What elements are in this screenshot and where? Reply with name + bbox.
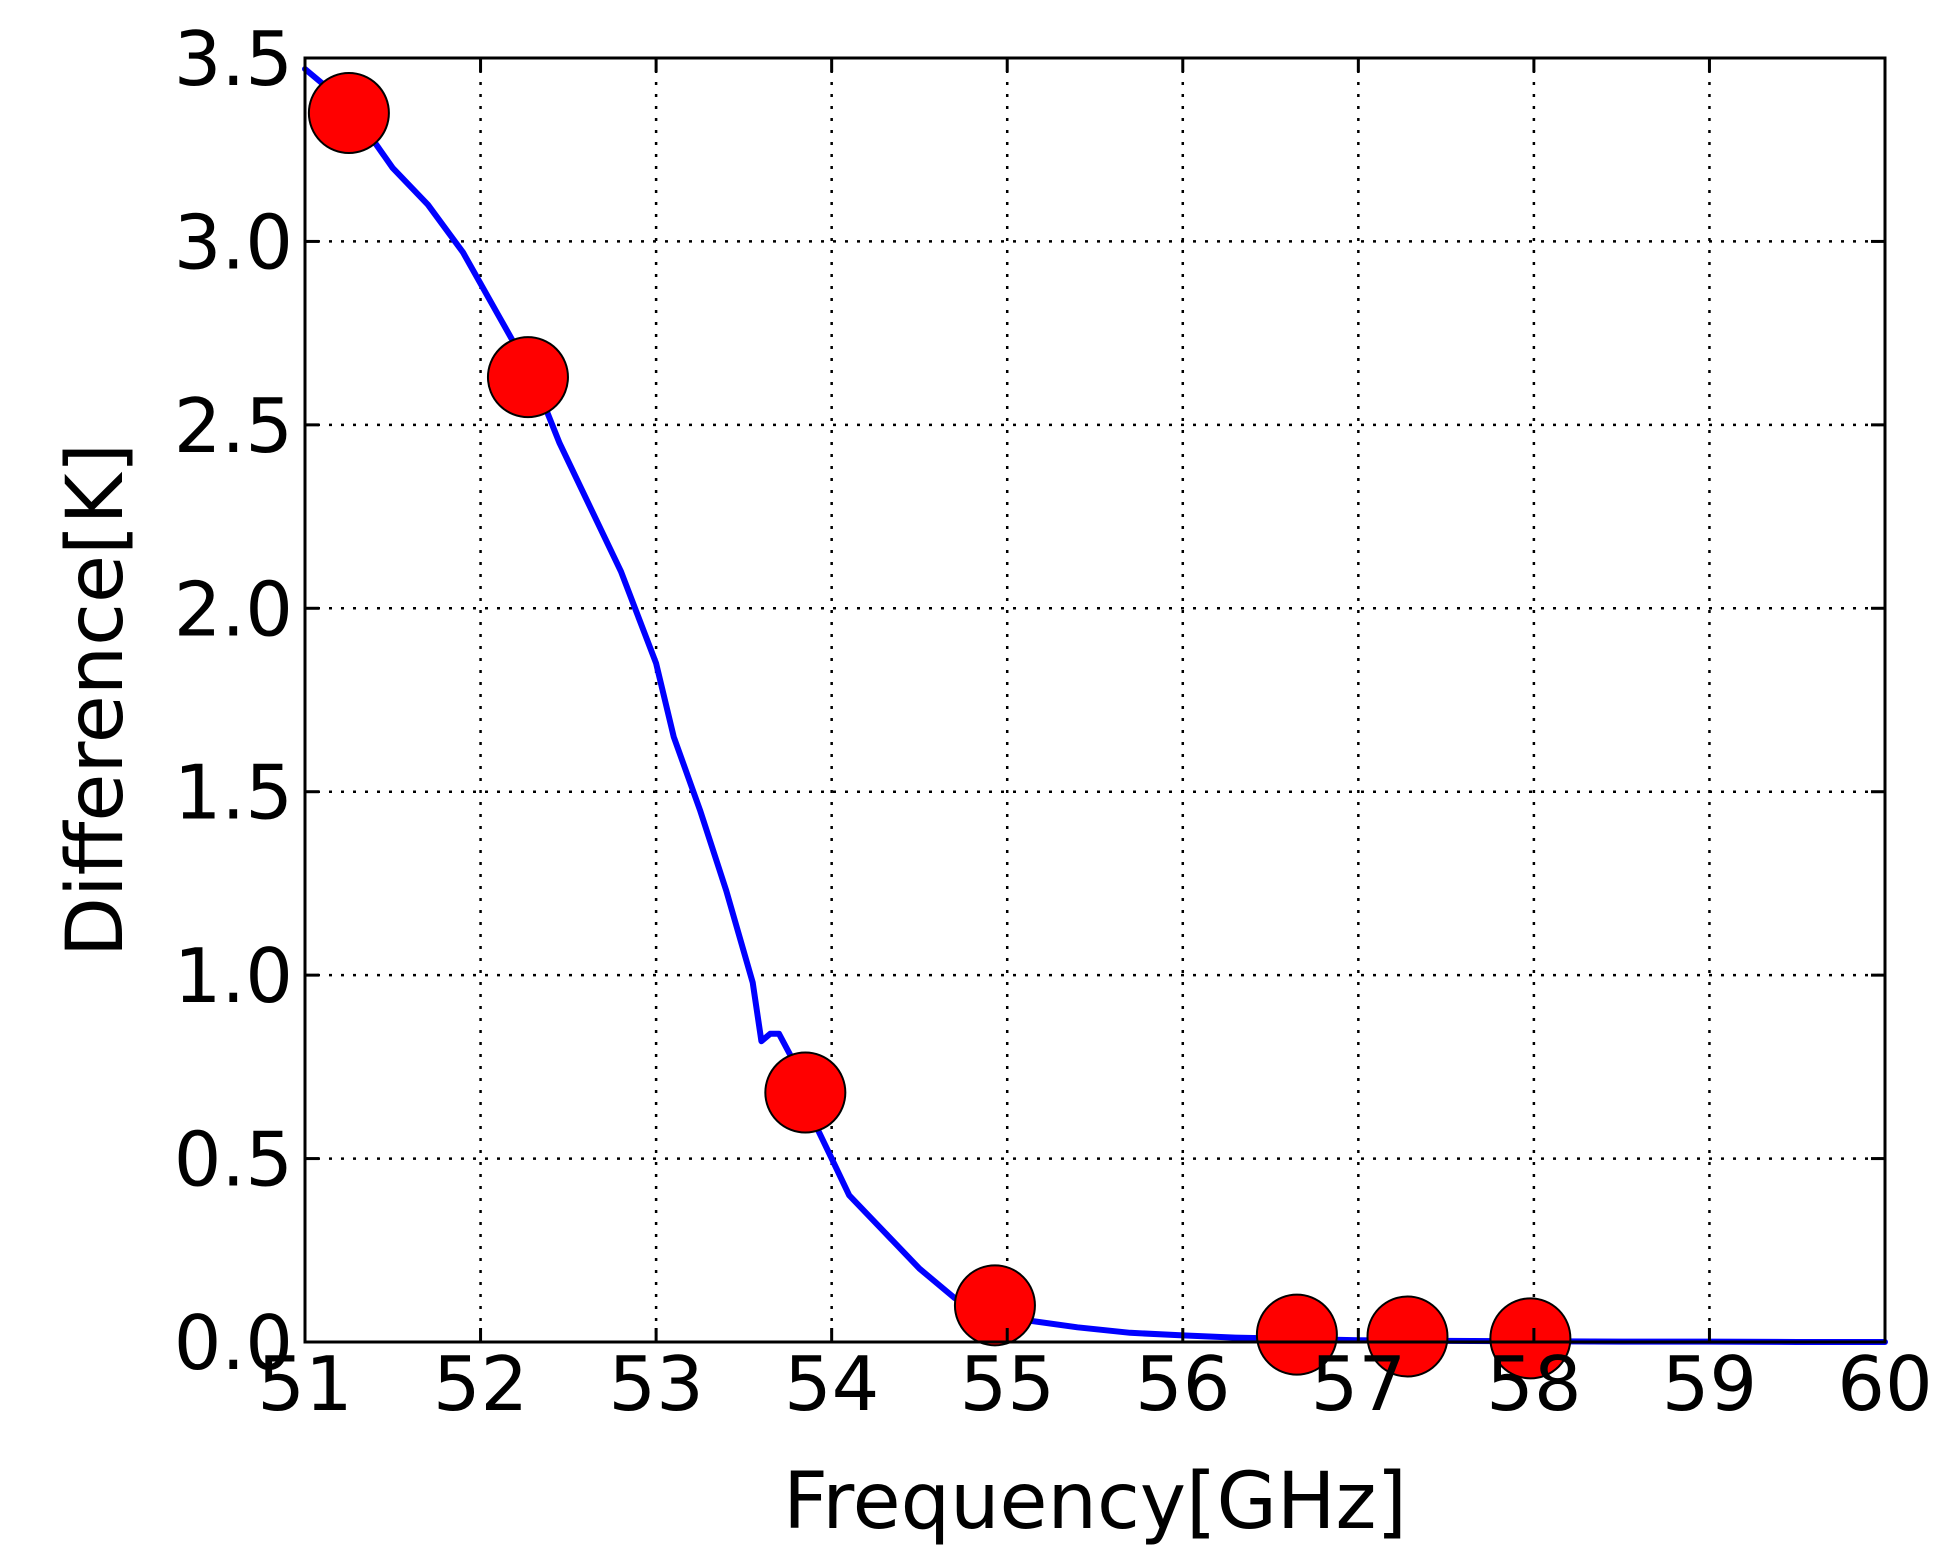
x-tick-label: 58: [1486, 1340, 1581, 1428]
scatter-point: [1366, 1295, 1449, 1378]
x-tick-label: 56: [1135, 1340, 1230, 1428]
x-tick-label: 53: [608, 1340, 703, 1428]
y-tick-label: 0.0: [174, 1299, 293, 1387]
x-tick-label: 57: [1311, 1340, 1406, 1428]
y-tick-label: 1.5: [174, 749, 293, 837]
x-axis-title: Frequency[GHz]: [783, 1457, 1407, 1545]
scatter-point: [1489, 1297, 1572, 1380]
y-tick-label: 3.0: [174, 198, 293, 286]
axis-ticks: [303, 56, 1887, 1344]
scatter-point: [953, 1264, 1036, 1347]
x-tick-label: 51: [257, 1340, 352, 1428]
y-tick-label: 0.5: [174, 1116, 293, 1204]
x-tick-label: 55: [960, 1340, 1055, 1428]
y-tick-label: 1.0: [174, 932, 293, 1020]
x-tick-label: 60: [1837, 1340, 1932, 1428]
x-tick-label: 54: [784, 1340, 879, 1428]
x-tick-label: 59: [1662, 1340, 1757, 1428]
scatter-point: [1255, 1293, 1338, 1376]
scatter-point: [764, 1051, 847, 1134]
scatter-point: [486, 336, 569, 419]
scatter-point: [307, 72, 390, 155]
series-line: [302, 66, 1888, 1345]
plot-area: [302, 66, 1888, 1380]
plot-frame: [303, 56, 1887, 1344]
y-tick-label: 2.0: [174, 565, 293, 653]
y-tick-label: 2.5: [174, 382, 293, 470]
grid: [303, 56, 1887, 1344]
y-axis-tick-labels: 0.0 0.5 1.0 1.5 2.0 2.5 3.0 3.5: [174, 15, 293, 1387]
x-tick-label: 52: [433, 1340, 528, 1428]
y-tick-label: 3.5: [174, 15, 293, 103]
y-axis-title: Difference[K]: [51, 443, 141, 957]
x-axis-tick-labels: 51 52 53 54 55 56 57 58 59 60: [257, 1340, 1932, 1428]
